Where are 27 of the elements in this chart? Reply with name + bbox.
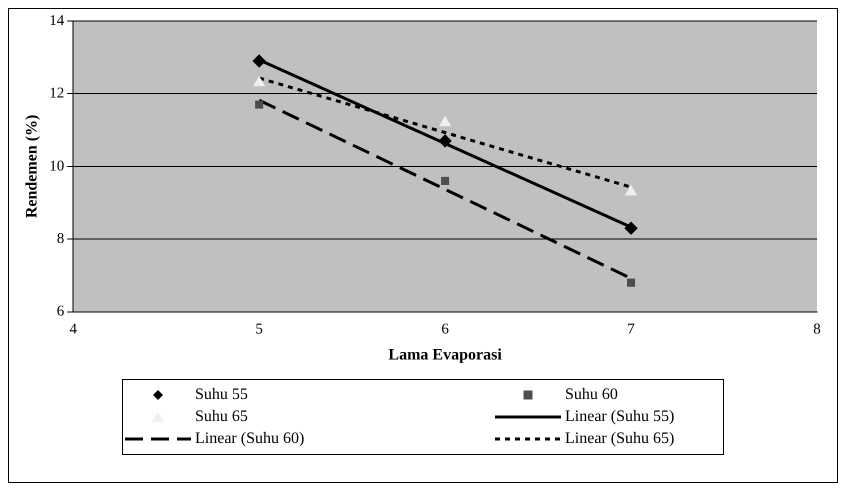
point <box>441 176 450 185</box>
x-axis-title: Lama Evaporasi <box>388 346 502 364</box>
y-tick-label: 12 <box>49 86 64 102</box>
x-tick-label: 8 <box>813 322 821 338</box>
point <box>627 278 636 287</box>
y-tick-label: 10 <box>49 158 64 174</box>
point <box>439 116 451 126</box>
point <box>624 222 638 235</box>
point <box>255 100 264 109</box>
legend-label: Suhu 65 <box>195 407 248 427</box>
legend-label: Linear (Suhu 60) <box>195 429 304 449</box>
legend-label: Suhu 60 <box>565 385 618 405</box>
y-tick-label: 14 <box>49 12 65 29</box>
x-tick-label: 4 <box>69 322 78 338</box>
y-tick-label: 8 <box>56 231 64 248</box>
y-tick-label: 6 <box>56 304 65 320</box>
point <box>253 76 265 86</box>
point <box>625 185 637 196</box>
x-tick-label: 5 <box>255 322 263 338</box>
point <box>438 134 452 148</box>
x-tick-label: 7 <box>627 322 636 338</box>
x-tick-label: 6 <box>441 322 450 338</box>
legend-label: Suhu 55 <box>195 385 248 405</box>
legend-label: Linear (Suhu 55) <box>565 407 674 427</box>
y-axis-title: Rendemen (%) <box>24 114 41 218</box>
legend-label: Linear (Suhu 65) <box>565 429 674 449</box>
point <box>252 54 266 68</box>
